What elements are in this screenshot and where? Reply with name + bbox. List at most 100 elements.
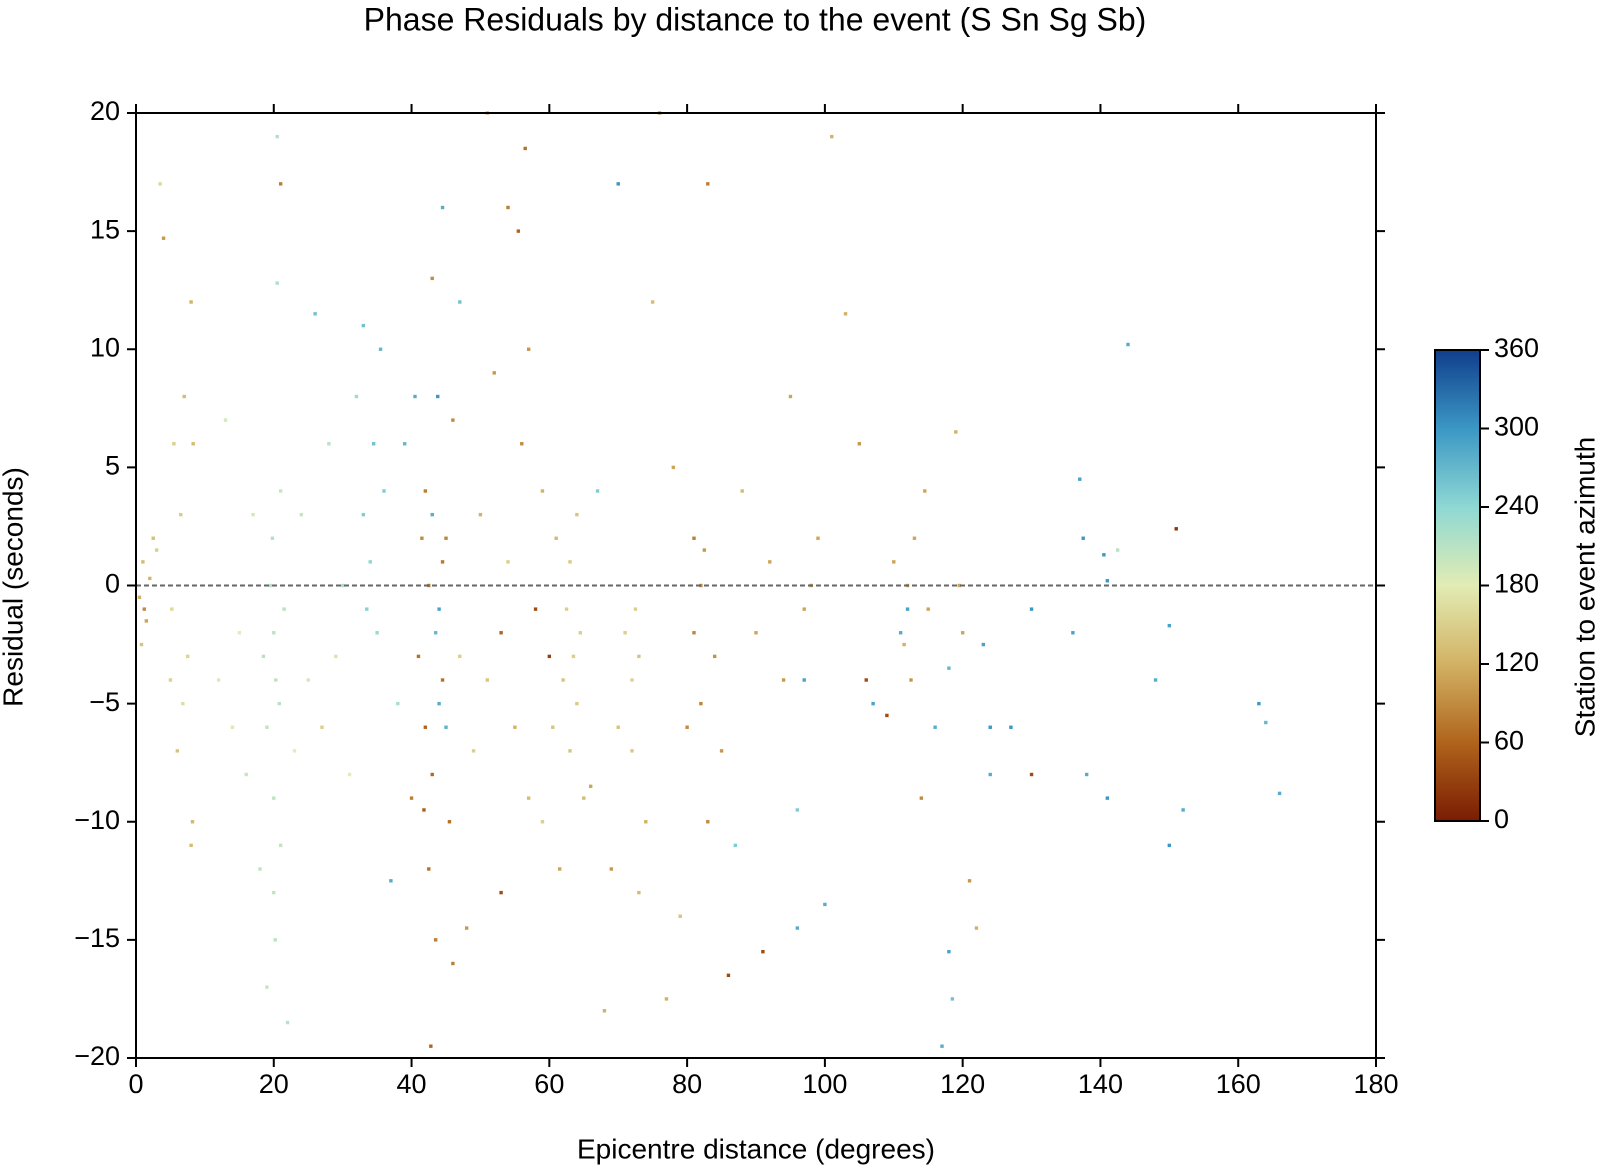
point <box>375 631 379 635</box>
point <box>547 654 552 659</box>
point <box>378 347 383 351</box>
point <box>616 725 620 729</box>
point <box>1126 342 1130 347</box>
point <box>823 902 827 907</box>
point <box>571 654 576 659</box>
point <box>251 512 255 517</box>
point <box>413 394 417 399</box>
point <box>947 949 951 954</box>
point <box>540 489 545 493</box>
point <box>272 890 276 895</box>
point <box>423 489 428 493</box>
point <box>190 820 195 824</box>
point <box>1078 477 1082 481</box>
y-tick-label: 10 <box>90 332 120 362</box>
point <box>905 607 910 611</box>
point <box>440 560 445 564</box>
point <box>678 914 682 918</box>
point <box>278 843 283 848</box>
point <box>988 772 992 777</box>
point <box>1153 678 1158 682</box>
point <box>954 430 958 434</box>
point <box>568 749 572 753</box>
point <box>230 725 235 729</box>
point <box>327 442 331 446</box>
chart-title: Phase Residuals by distance to the event… <box>364 1 1147 37</box>
point <box>182 394 186 399</box>
point <box>795 808 800 812</box>
point <box>433 938 438 942</box>
point <box>144 619 149 623</box>
point <box>216 678 221 682</box>
point <box>382 489 386 493</box>
point <box>277 701 281 706</box>
point <box>429 1044 433 1048</box>
colorbar <box>1434 349 1481 822</box>
point <box>272 796 276 800</box>
y-tick-label: 20 <box>90 96 120 126</box>
point <box>526 347 531 351</box>
point <box>451 418 455 422</box>
point <box>361 512 366 517</box>
x-tick-label: 0 <box>128 1069 143 1099</box>
point <box>588 784 593 789</box>
point <box>650 300 655 304</box>
point <box>499 890 503 895</box>
point <box>371 442 376 446</box>
point <box>451 961 455 966</box>
point <box>726 973 731 978</box>
colorbar-tick-label: 0 <box>1494 804 1509 834</box>
point <box>578 631 583 635</box>
point <box>181 701 185 706</box>
point <box>189 300 193 304</box>
point <box>368 560 372 564</box>
y-tick-label: −10 <box>74 805 120 835</box>
point <box>664 997 669 1001</box>
point <box>409 796 414 800</box>
point <box>464 926 469 930</box>
point <box>516 229 521 233</box>
point <box>492 371 496 375</box>
point <box>554 536 558 540</box>
point <box>420 536 424 540</box>
point <box>258 867 262 871</box>
point <box>816 536 820 540</box>
point <box>179 512 183 517</box>
point <box>706 182 710 186</box>
colorbar-tick-label: 240 <box>1494 490 1539 520</box>
point <box>761 949 765 954</box>
point <box>154 548 159 552</box>
point <box>533 607 538 611</box>
point <box>416 654 421 659</box>
point <box>754 631 758 635</box>
y-axis-label: Residual (seconds) <box>0 467 28 707</box>
point <box>141 560 145 564</box>
point <box>513 725 517 729</box>
point <box>447 820 452 824</box>
point <box>185 654 190 659</box>
point <box>506 560 510 564</box>
point <box>885 713 889 718</box>
point <box>274 678 278 682</box>
point <box>142 607 146 611</box>
point <box>168 678 173 682</box>
x-tick-label: 180 <box>1353 1069 1398 1099</box>
point <box>857 442 862 446</box>
point <box>430 772 434 777</box>
point <box>440 205 445 210</box>
point <box>520 442 524 446</box>
point <box>740 489 744 493</box>
x-tick-label: 140 <box>1078 1069 1123 1099</box>
point <box>191 442 195 446</box>
point <box>347 772 352 777</box>
point <box>1105 579 1110 583</box>
point <box>189 843 193 848</box>
point <box>1115 548 1120 552</box>
point <box>830 134 834 139</box>
point <box>268 583 273 588</box>
x-tick-label: 100 <box>802 1069 847 1099</box>
point <box>396 701 400 706</box>
point <box>299 512 304 517</box>
point <box>692 536 696 540</box>
point <box>712 654 717 659</box>
